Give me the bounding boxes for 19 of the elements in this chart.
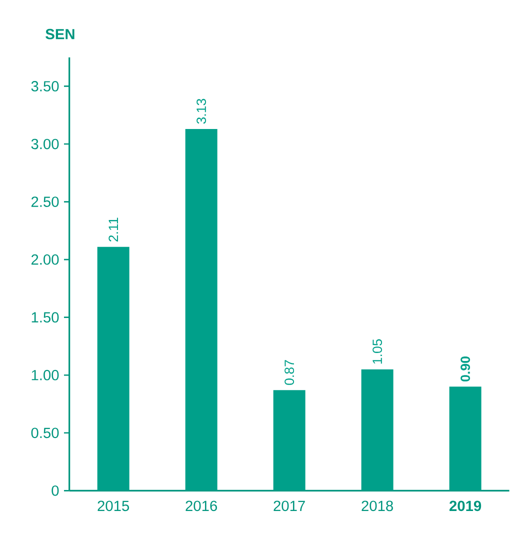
x-tick-label: 2017 [274, 500, 305, 512]
y-tick-label: 1.50 [32, 312, 59, 323]
x-tick-label: 2016 [186, 500, 217, 512]
x-tick-label: 2018 [362, 500, 393, 512]
y-tick-label: 3.00 [31, 138, 59, 150]
data-label: 2.11 [108, 218, 118, 242]
data-label: 0.87 [284, 360, 294, 385]
y-tick-label: 2.50 [31, 196, 59, 207]
x-tick-label: 2015 [98, 500, 130, 512]
y-tick-label: 0.50 [31, 428, 59, 438]
y-tick-label: 1.00 [32, 370, 59, 380]
y-tick-label: 3.50 [31, 81, 59, 92]
y-axis-title: SEN [46, 28, 74, 40]
data-label: 3.13 [196, 98, 206, 124]
x-tick-label: 2019 [450, 500, 482, 512]
y-tick-label: 0 [52, 485, 59, 496]
y-tick-label: 2.00 [31, 254, 59, 265]
data-label: 1.05 [372, 339, 382, 364]
data-label: 0.90 [460, 356, 470, 382]
